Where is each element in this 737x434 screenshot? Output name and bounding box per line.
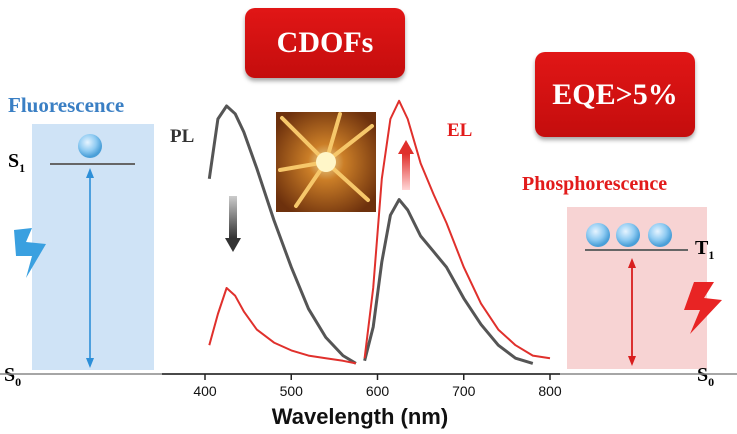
fluorescence-arrow-down-head [86, 358, 94, 368]
pl-decrease-arrow-head [225, 238, 241, 252]
level-s1-sub: 1 [19, 161, 26, 175]
fluorescence-arrow-up-head [86, 168, 94, 178]
level-t1-letter: T [695, 237, 709, 259]
eqe-label: EQE>5% [552, 77, 678, 111]
triplet-electron-icon-3 [648, 223, 672, 247]
triplet-electron-icon-1 [586, 223, 610, 247]
el-curve-label: EL [447, 120, 473, 141]
eqe-box: EQE>5% [535, 52, 695, 137]
x-tick-label-700: 700 [452, 383, 476, 399]
phosphorescence-arrow-up-head [628, 258, 636, 268]
level-t1-sub: 1 [708, 248, 715, 262]
fluorescence-title: Fluorescence [8, 93, 125, 117]
level-s0-left-letter: S [4, 364, 16, 386]
series-line-0 [207, 104, 357, 365]
red-lightning-icon [684, 282, 722, 334]
x-tick-label-500: 500 [280, 383, 304, 399]
x-tick-label-800: 800 [538, 383, 562, 399]
pl-decrease-arrow-shaft [229, 196, 237, 238]
series-line-3 [363, 99, 551, 360]
level-s0-left: S0 [4, 364, 21, 390]
phosphorescence-title: Phosphorescence [522, 173, 668, 195]
level-s0-left-sub: 0 [15, 375, 22, 389]
cdofs-label: CDOFs [276, 26, 374, 59]
afm-inset-image [276, 112, 376, 212]
x-axis-label: Wavelength (nm) [272, 404, 448, 429]
blue-lightning-icon [14, 228, 46, 278]
el-increase-arrow-head [398, 140, 414, 154]
series-line-2 [208, 287, 357, 365]
el-increase-arrow-shaft [402, 154, 410, 190]
cdofs-box: CDOFs [245, 8, 405, 78]
singlet-electron-icon [78, 134, 102, 158]
x-tick-label-600: 600 [366, 383, 390, 399]
x-tick-label-400: 400 [193, 383, 217, 399]
level-t1: T1 [695, 237, 714, 263]
series-line-1 [363, 198, 534, 365]
triplet-electron-icon-2 [616, 223, 640, 247]
level-s0-right-sub: 0 [708, 375, 715, 389]
pl-curve-label: PL [170, 126, 195, 147]
level-s0-right: S0 [697, 364, 714, 390]
level-s0-right-letter: S [697, 364, 709, 386]
level-s1-letter: S [8, 150, 20, 172]
level-s1: S1 [8, 150, 25, 176]
phosphorescence-arrow-down-head [628, 356, 636, 366]
